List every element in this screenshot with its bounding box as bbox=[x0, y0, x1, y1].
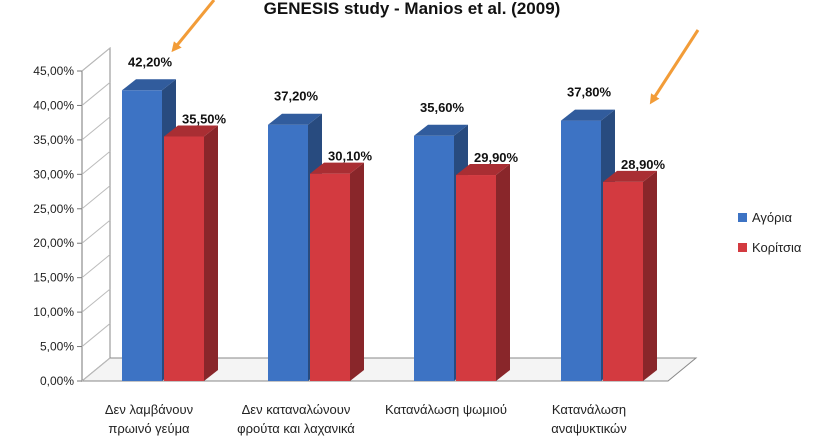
arrow-annotation bbox=[649, 29, 700, 105]
data-label: 28,90% bbox=[621, 157, 666, 172]
legend-label: Αγόρια bbox=[752, 210, 792, 225]
side-wall bbox=[81, 46, 111, 383]
bar-girls-side bbox=[204, 125, 218, 381]
y-tick-label: 30,00% bbox=[33, 167, 74, 181]
y-tick-label: 25,00% bbox=[33, 202, 74, 216]
bar-girls-front bbox=[603, 181, 643, 381]
data-label: 30,10% bbox=[328, 149, 373, 164]
bar-boys-top bbox=[561, 109, 615, 121]
y-tick-label: 35,00% bbox=[33, 133, 74, 147]
y-tick-label: 15,00% bbox=[33, 271, 74, 285]
y-tick-label: 5,00% bbox=[40, 340, 74, 354]
y-tick-label: 10,00% bbox=[33, 305, 74, 319]
bar-girls-side bbox=[496, 164, 510, 381]
bar-girls-side bbox=[350, 162, 364, 381]
data-label: 35,60% bbox=[420, 100, 465, 115]
bar-girls-top bbox=[310, 162, 364, 174]
legend-swatch bbox=[738, 213, 747, 222]
data-label: 37,80% bbox=[567, 85, 612, 100]
category-label: φρούτα και λαχανικά bbox=[237, 421, 355, 436]
y-grid-diagonal bbox=[81, 357, 111, 382]
legend: Αγόρια Κορίτσια bbox=[738, 210, 802, 255]
bar-boys-front bbox=[122, 90, 162, 382]
y-grid-diagonal bbox=[81, 185, 111, 210]
y-grid-diagonal bbox=[81, 82, 111, 106]
category-label: Κατανάλωση bbox=[552, 402, 626, 417]
bar-boys-front bbox=[268, 124, 308, 381]
bar-boys-top bbox=[268, 113, 322, 125]
category-label: Δεν λαμβάνουν bbox=[105, 402, 193, 417]
chart-title: GENESIS study - Manios et al. (2009) bbox=[264, 0, 561, 18]
y-tick-label: 45,00% bbox=[33, 64, 74, 78]
data-label: 37,20% bbox=[274, 89, 319, 104]
y-tick-label: 40,00% bbox=[33, 98, 74, 112]
bar-girls-top bbox=[164, 125, 218, 137]
y-grid-diagonal bbox=[81, 116, 111, 141]
legend-label: Κορίτσια bbox=[752, 240, 802, 255]
data-label: 42,20% bbox=[128, 54, 173, 69]
y-tick-label: 20,00% bbox=[33, 236, 74, 250]
y-grid-diagonal bbox=[81, 219, 111, 244]
y-grid-diagonal bbox=[81, 47, 111, 72]
legend-swatch bbox=[738, 243, 747, 252]
bar-girls-side bbox=[643, 170, 657, 381]
category-label: πρωινό γεύμα bbox=[108, 421, 190, 436]
data-labels: 42,20% 35,50% 37,20% 30,10% 35,60% 29,90% 37,8… bbox=[128, 54, 666, 172]
category-labels: Δεν λαμβάνουν πρωινό γεύμα Δεν καταναλώνου… bbox=[105, 402, 627, 436]
bar-girls-front bbox=[310, 173, 350, 381]
y-tick-label: 0,00% bbox=[40, 374, 74, 388]
bar-girls-front bbox=[164, 136, 204, 381]
y-grid-diagonal bbox=[81, 150, 111, 175]
bar-girls-top bbox=[603, 170, 657, 182]
annotations bbox=[171, 0, 700, 105]
bar-boys-front bbox=[414, 135, 454, 381]
y-grid-diagonal bbox=[81, 288, 111, 313]
y-grid-diagonal bbox=[81, 323, 111, 347]
y-grid-diagonal bbox=[81, 254, 111, 279]
data-label: 29,90% bbox=[474, 150, 519, 165]
bar-boys-top bbox=[414, 124, 468, 136]
bars bbox=[122, 79, 657, 382]
category-label: Κατανάλωση ψωμιού bbox=[385, 402, 507, 417]
category-label: αναψυκτικών bbox=[551, 421, 626, 436]
bar-girls-front bbox=[456, 175, 496, 381]
bar-girls-top bbox=[456, 164, 510, 176]
category-label: Δεν καταναλώνουν bbox=[242, 402, 351, 417]
bar-boys-front bbox=[561, 120, 601, 381]
bar-boys-top bbox=[122, 79, 176, 91]
arrow-annotation bbox=[171, 0, 216, 53]
data-label: 35,50% bbox=[182, 111, 227, 126]
